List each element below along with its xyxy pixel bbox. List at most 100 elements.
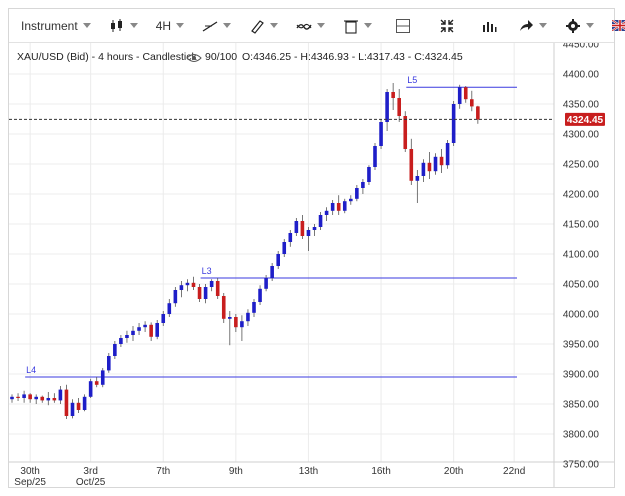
drawing-pen-icon: [251, 19, 264, 34]
share-dropdown[interactable]: [509, 9, 556, 42]
chart-type-dropdown[interactable]: [100, 9, 147, 42]
candle: [173, 287, 178, 307]
settings-dropdown[interactable]: [556, 9, 603, 42]
candle: [433, 153, 438, 175]
candle: [355, 185, 359, 202]
candle-body: [470, 99, 474, 107]
candle: [34, 394, 38, 404]
candle-body: [113, 344, 117, 356]
y-tick-label: 4100.00: [563, 250, 600, 261]
candle-body: [161, 314, 166, 323]
current-price-label: 4324.45: [567, 115, 604, 126]
candle-body: [28, 394, 32, 400]
candle-body: [52, 398, 57, 401]
candle: [185, 279, 190, 292]
uk-flag-icon: [612, 20, 625, 31]
x-tick-label: 13th: [299, 466, 318, 477]
candle-body: [58, 389, 63, 401]
candle: [240, 315, 244, 341]
candle-body: [107, 356, 111, 371]
candle: [10, 394, 14, 403]
candle-body: [276, 254, 280, 266]
candle-body: [119, 338, 123, 344]
chevron-down-icon: [270, 23, 279, 28]
instrument-dropdown[interactable]: Instrument: [9, 9, 100, 42]
horizontal-line-label: L3: [202, 266, 212, 276]
volume-button[interactable]: [469, 9, 509, 42]
candle: [46, 392, 51, 406]
candle: [306, 227, 311, 251]
candle: [125, 330, 129, 343]
candle-body: [312, 227, 317, 230]
candle: [52, 393, 57, 403]
trendline-dropdown[interactable]: [193, 9, 240, 42]
candle: [379, 119, 383, 149]
candle: [70, 399, 75, 419]
ohlc-readout: O:4346.25 - H:4346.93 - L:4317.43 - C:43…: [242, 51, 463, 63]
candle-body: [445, 143, 450, 166]
candle: [137, 323, 141, 335]
timeframe-dropdown[interactable]: 4H: [147, 9, 193, 42]
indicators-dropdown[interactable]: [287, 9, 334, 42]
horizontal-lines: L4 L3 L5: [25, 75, 517, 378]
candle: [191, 276, 196, 290]
language-dropdown[interactable]: [603, 9, 625, 42]
candle-body: [125, 335, 129, 338]
candle: [82, 394, 87, 412]
candle-body: [34, 396, 38, 400]
price-chart[interactable]: L4 L3 L5 3750.00 3800.00 3850.00 3900.00 3950.…: [9, 43, 614, 487]
candle: [336, 195, 341, 215]
candle: [113, 341, 117, 359]
candle-body: [409, 149, 414, 181]
candle: [64, 384, 69, 419]
candle: [403, 111, 408, 152]
eye-icon[interactable]: [186, 54, 202, 62]
candle-body: [46, 398, 51, 401]
candle: [373, 143, 377, 170]
candle-body: [209, 281, 214, 287]
candle-body: [361, 182, 365, 188]
candle: [385, 89, 389, 131]
y-tick-label: 3950.00: [563, 340, 600, 351]
candle-body: [330, 203, 335, 211]
chevron-down-icon: [539, 23, 548, 28]
candles: [10, 83, 480, 419]
candle: [221, 293, 226, 323]
candle-body: [246, 312, 250, 322]
candle: [155, 320, 159, 340]
candle: [318, 212, 323, 230]
candle: [119, 335, 123, 347]
share-arrow-icon: [520, 19, 534, 31]
timeframe-label: 4H: [155, 18, 172, 33]
candle-body: [463, 87, 468, 100]
candle-body: [149, 324, 153, 337]
candle: [391, 83, 395, 110]
drawing-tools-dropdown[interactable]: [240, 9, 287, 42]
candle-body: [215, 281, 220, 296]
layout-button[interactable]: [381, 9, 425, 42]
y-tick-label: 4000.00: [563, 310, 600, 321]
candle: [28, 393, 32, 403]
candle: [258, 285, 262, 305]
candle: [161, 311, 166, 326]
candle: [427, 152, 432, 179]
candle: [246, 309, 250, 326]
x-tick-sublabel: Oct/25: [76, 477, 106, 487]
trendline-icon: [202, 20, 218, 32]
candle-body: [221, 296, 226, 319]
candle: [476, 105, 480, 124]
y-tick-label: 3800.00: [563, 430, 600, 441]
candle: [294, 218, 299, 236]
chevron-down-icon: [364, 23, 373, 28]
candle: [252, 299, 256, 317]
fullscreen-button[interactable]: [425, 9, 469, 42]
candle: [167, 299, 172, 317]
current-price-tag: 4324.45: [565, 112, 605, 126]
candle: [228, 311, 232, 346]
fullscreen-icon: [440, 19, 454, 32]
candle-body: [143, 324, 147, 328]
candle-body: [16, 396, 20, 398]
delete-dropdown[interactable]: [334, 9, 381, 42]
candle-body: [155, 323, 159, 337]
candle: [415, 170, 420, 203]
